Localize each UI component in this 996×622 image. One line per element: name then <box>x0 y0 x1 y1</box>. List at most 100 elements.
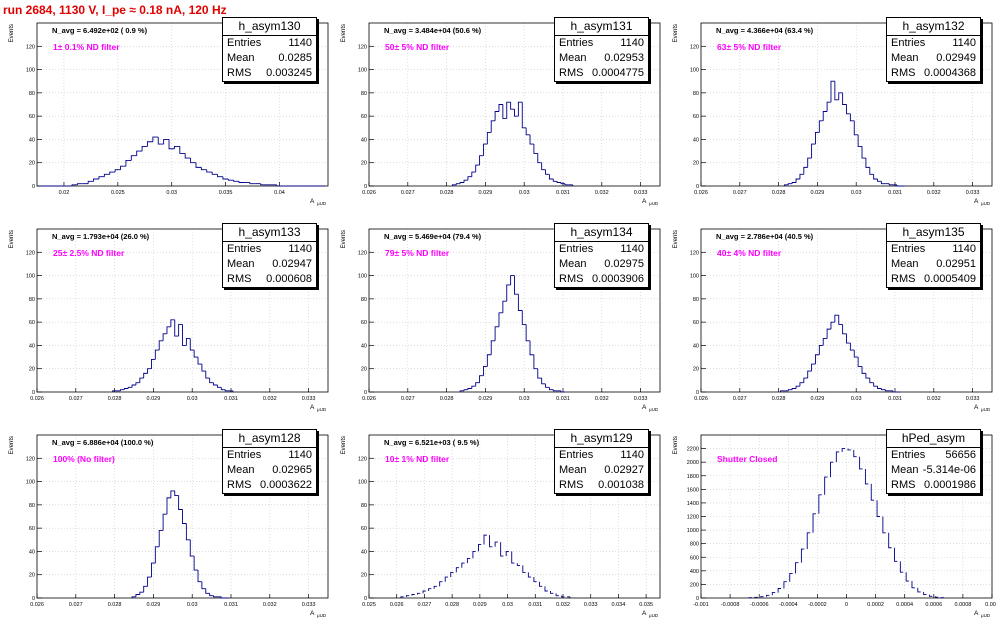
histogram-bin <box>791 388 797 390</box>
y-tick-label: 100 <box>26 274 35 280</box>
histogram-bin <box>185 337 191 346</box>
histogram-bin <box>516 563 521 566</box>
y-tick-label: 60 <box>29 320 35 326</box>
histogram-bin <box>506 284 511 302</box>
y-tick-label: 80 <box>693 297 699 303</box>
stats-mean-label: Mean <box>559 464 587 476</box>
histogram-bin <box>475 164 480 173</box>
plot-frame <box>368 228 661 393</box>
histogram-bin <box>189 338 195 351</box>
x-tick-label: 0.033 <box>966 396 980 402</box>
navg-label: N_avg = 6.521e+03 ( 9.5 %) <box>384 438 480 447</box>
stats-row-rms: RMS 0.0001986 <box>887 478 980 493</box>
histogram-bin <box>834 81 839 101</box>
histogram-bin <box>541 162 546 171</box>
x-tick-label: 0.031 <box>224 396 238 402</box>
histogram-bin <box>103 173 110 177</box>
y-tick-label: 100 <box>358 274 367 280</box>
x-tick-label: 0.031 <box>888 190 902 196</box>
x-tick-label: 0.035 <box>219 190 233 196</box>
histogram-bin <box>803 377 808 383</box>
x-axis-title: A <box>974 610 979 617</box>
filter-annotation: Shutter Closed <box>717 454 777 464</box>
x-tick-label: 0.033 <box>634 396 648 402</box>
stats-title: h_asym129 <box>555 430 648 448</box>
x-tick-label: 0.026 <box>390 602 404 608</box>
x-tick-label: -0.0004 <box>779 602 798 608</box>
histogram-bin <box>136 150 143 156</box>
histogram-bin <box>800 548 805 563</box>
stats-mean-value: 0.02949 <box>936 52 976 64</box>
x-tick-label: 0.025 <box>362 602 376 608</box>
x-axis-title: A <box>642 198 647 205</box>
x-tick-label: 0.031 <box>556 190 570 196</box>
histogram-bin <box>873 382 878 387</box>
y-axis-title: Events <box>341 230 347 248</box>
x-axis-title-subscript: μUD <box>981 613 991 618</box>
y-tick-label: 0 <box>32 390 35 396</box>
stats-entries-value: 1140 <box>288 243 312 255</box>
stats-rms-label: RMS <box>559 67 584 79</box>
x-tick-label: 0.028 <box>772 190 786 196</box>
histogram-bin <box>405 595 410 597</box>
histogram-bin <box>185 523 191 541</box>
histogram-bin <box>841 448 846 452</box>
histogram-bin <box>276 184 283 187</box>
histogram-bin <box>888 532 892 549</box>
histogram-bin <box>882 516 886 534</box>
histogram-bin <box>463 389 468 391</box>
histogram-bin <box>502 104 507 119</box>
x-tick-label: -0.0006 <box>750 602 769 608</box>
x-tick-label: 0.03 <box>519 190 530 196</box>
stats-entries-value: 1140 <box>620 243 644 255</box>
histogram-bin <box>471 385 476 389</box>
histogram-bin <box>552 179 558 182</box>
navg-label: N_avg = 5.469e+04 (79.4 %) <box>384 232 482 241</box>
histogram-bin <box>170 319 175 327</box>
histogram-bin <box>189 539 195 557</box>
stats-entries-label: Entries <box>227 243 262 255</box>
histogram-bin <box>233 180 240 182</box>
histogram-bin <box>450 571 454 578</box>
stats-box-h_asym133: h_asym133 Entries 1140 Mean 0.02947 RMS 0.0006… <box>222 223 317 288</box>
histogram-bin <box>466 557 471 564</box>
y-tick-label: 100 <box>690 274 699 280</box>
stats-mean-value: 0.02953 <box>604 52 644 64</box>
histogram-bin <box>143 372 148 379</box>
stats-box-h_asym130: h_asym130 Entries 1140 Mean 0.0285 RMS 0.00324… <box>222 17 317 82</box>
histogram-bin <box>760 596 764 598</box>
histogram-panel-h_asym129: 0.025 0.026 0.027 0.028 0.029 0.03 0.031 0.032 0… <box>341 434 661 618</box>
histogram-bin <box>864 468 869 485</box>
y-axis-title: Events <box>9 230 15 248</box>
histogram-bins <box>451 101 574 186</box>
x-tick-label: 0.026 <box>694 396 708 402</box>
x-tick-label: 0.027 <box>69 602 83 608</box>
histogram-bin <box>510 275 515 285</box>
y-tick-label: 1600 <box>687 487 699 493</box>
stats-entries-label: Entries <box>227 37 262 49</box>
x-axis-title-subscript: μUD <box>649 201 659 206</box>
y-tick-label: 20 <box>29 367 35 373</box>
stats-row-rms: RMS 0.0004368 <box>887 66 980 81</box>
histogram-bin <box>182 509 187 524</box>
histogram-bin <box>213 595 218 598</box>
navg-label: N_avg = 2.786e+04 (40.5 %) <box>716 232 814 241</box>
histogram-bin <box>847 448 851 451</box>
histogram-bin <box>849 343 855 351</box>
x-axis-title-subscript: μUD <box>317 407 327 412</box>
histogram-bin <box>552 389 558 392</box>
x-tick-label: 0.031 <box>528 602 542 608</box>
y-tick-label: 0 <box>364 596 367 602</box>
histogram-bin <box>853 449 857 458</box>
histogram-bin <box>184 153 191 159</box>
histogram-bin <box>209 378 214 384</box>
histogram-bin <box>853 120 859 136</box>
y-tick-label: 120 <box>358 456 367 462</box>
histogram-bin <box>917 587 921 593</box>
histogram-bin <box>227 179 234 181</box>
y-tick-label: 20 <box>361 573 367 579</box>
stats-title: h_asym128 <box>223 430 316 448</box>
filter-annotation: 100% (No filter) <box>53 454 115 464</box>
histogram-bin <box>791 182 797 184</box>
histogram-bin <box>151 562 156 578</box>
